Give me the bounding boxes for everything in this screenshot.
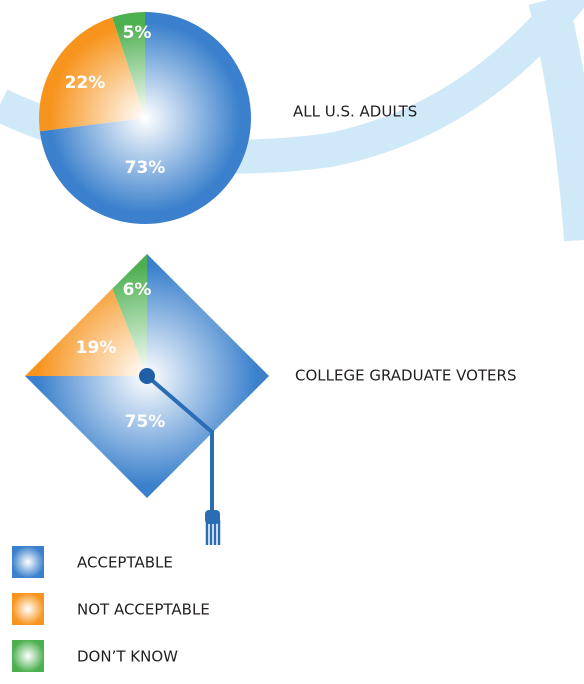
legend-label: NOT ACCEPTABLE xyxy=(77,601,210,619)
tassel xyxy=(139,368,221,545)
pie-slice xyxy=(39,12,251,225)
legend-swatch xyxy=(12,546,44,578)
data-label: 6% xyxy=(123,280,152,300)
background-swoosh xyxy=(528,0,584,242)
chart-title: COLLEGE GRADUATE VOTERS xyxy=(295,367,516,385)
data-label: 75% xyxy=(125,412,166,432)
legend-label: DON’T KNOW xyxy=(77,648,178,666)
pie-slice xyxy=(112,12,145,118)
chart-title: ALL U.S. ADULTS xyxy=(293,103,417,121)
pie-slice xyxy=(39,17,145,132)
legend-label: ACCEPTABLE xyxy=(77,554,173,572)
data-label: 5% xyxy=(123,23,152,43)
pie-chart xyxy=(25,254,269,498)
legend-swatch xyxy=(12,640,44,672)
data-label: 73% xyxy=(125,158,166,178)
legend-swatch xyxy=(12,593,44,625)
data-label: 19% xyxy=(76,338,117,358)
data-label: 22% xyxy=(65,73,106,93)
pie-chart xyxy=(39,12,251,225)
